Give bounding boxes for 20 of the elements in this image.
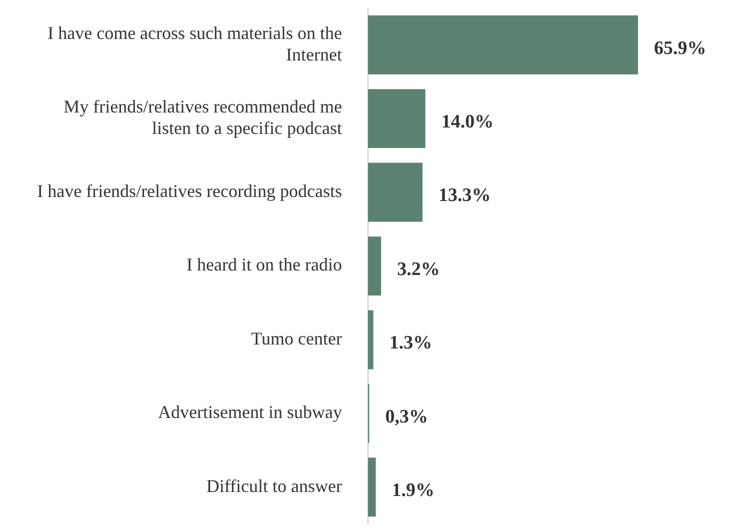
y-tick-label: Advertisement in subway	[158, 402, 342, 422]
data-label: 1.3%	[389, 332, 432, 354]
y-tick-label: I heard it on the radio	[186, 254, 342, 275]
y-tick-label: Tumo center	[251, 328, 342, 348]
data-label: 14.0%	[441, 111, 494, 132]
bar	[368, 458, 376, 517]
data-label: 65.9%	[654, 38, 706, 59]
y-tick-label: Difficult to answer	[206, 476, 342, 496]
bar	[368, 89, 426, 148]
bar	[368, 162, 422, 222]
bar	[368, 15, 638, 74]
bar	[368, 236, 382, 296]
data-label: 0,3%	[385, 406, 428, 428]
data-label: 3.2%	[397, 258, 440, 280]
data-label: 13.3%	[438, 185, 491, 206]
y-tick-label: I have friends/relatives recording podcasts	[37, 181, 342, 202]
bar	[368, 310, 374, 370]
y-tick-label: I have come across such materials on the Internet	[48, 22, 342, 64]
data-label: 1.9%	[392, 480, 435, 502]
y-tick-label: My friends/relatives recommended me listen to a specific podcast	[64, 96, 342, 138]
